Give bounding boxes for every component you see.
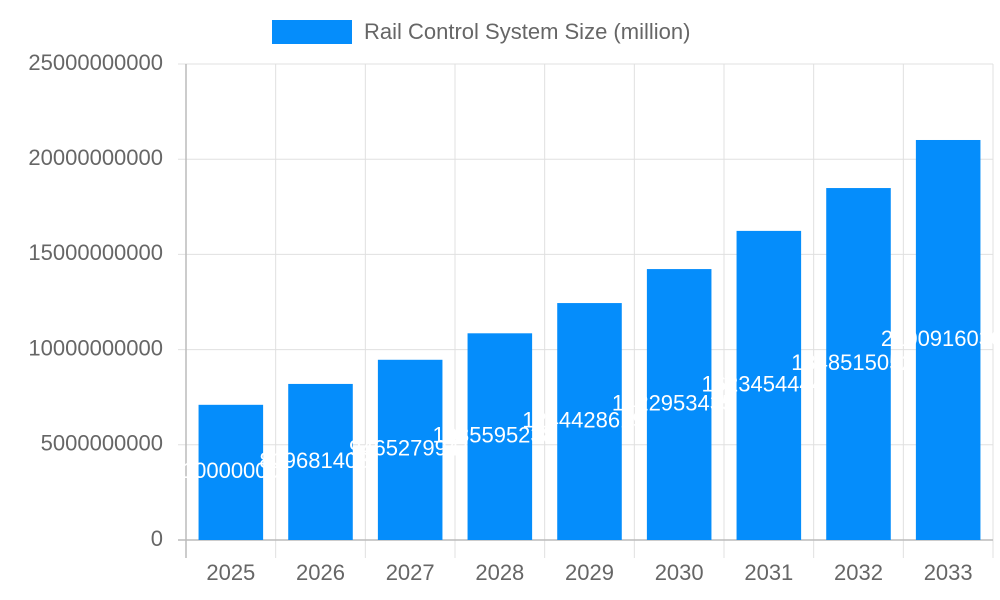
value-label: 7100000000 (170, 458, 292, 483)
x-tick-label: 2033 (924, 560, 973, 585)
bar (826, 188, 891, 541)
bar (557, 303, 622, 540)
x-tick-label: 2030 (655, 560, 704, 585)
legend-swatch (272, 20, 352, 44)
bar (736, 230, 802, 540)
value-label: 18485150521 (791, 350, 926, 375)
x-tick-label: 2027 (386, 560, 435, 585)
x-tick-label: 2032 (834, 560, 883, 585)
y-tick-label: 20000000000 (28, 145, 163, 170)
value-label: 16234544443 (702, 371, 837, 396)
bar (646, 269, 712, 540)
value-label: 14229534355 (612, 390, 747, 415)
x-tick-label: 2028 (475, 560, 524, 585)
value-label: 10855952387 (433, 422, 568, 447)
bar (377, 359, 443, 540)
y-tick-label: 5000000000 (41, 431, 163, 456)
value-label: 9465279941 (349, 436, 471, 461)
bar (467, 333, 533, 540)
x-tick-label: 2026 (296, 560, 345, 585)
y-tick-label: 25000000000 (28, 50, 163, 75)
x-tick-label: 2031 (744, 560, 793, 585)
y-tick-label: 10000000000 (28, 335, 163, 360)
bar (198, 404, 264, 540)
value-label: 21009160300 (881, 326, 1000, 351)
bar (288, 383, 353, 540)
legend-label: Rail Control System Size (million) (364, 19, 690, 44)
y-tick-label: 15000000000 (28, 240, 163, 265)
y-tick-label: 0 (151, 526, 163, 551)
value-label: 8196814080 (259, 448, 381, 473)
x-tick-label: 2025 (206, 560, 255, 585)
x-tick-label: 2029 (565, 560, 614, 585)
bar (915, 139, 981, 540)
value-label: 12444286196 (522, 407, 657, 432)
